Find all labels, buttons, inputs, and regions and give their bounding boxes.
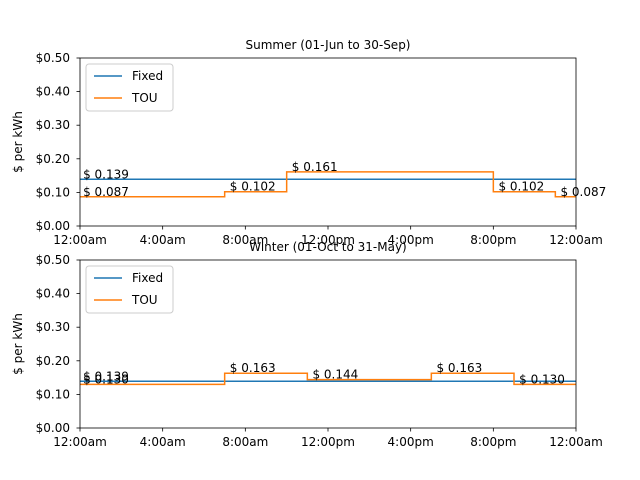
legend-label: TOU	[131, 91, 158, 105]
x-tick-label: 12:00am	[549, 435, 603, 449]
data-label: $ 0.087	[83, 185, 129, 199]
x-tick-label: 12:00pm	[301, 435, 355, 449]
legend: Fixed TOU	[85, 63, 174, 112]
y-tick-label: $0.00	[36, 421, 70, 435]
winter-panel: Winter (01-Oct to 31-May)$ 0.139$ 0.130$…	[11, 240, 603, 449]
data-label: $ 0.144	[312, 368, 358, 382]
data-label: $ 0.139	[83, 167, 129, 181]
chart-title: Winter (01-Oct to 31-May)	[249, 240, 407, 254]
y-tick-label: $0.30	[36, 320, 70, 334]
x-tick-label: 4:00pm	[388, 233, 434, 247]
x-tick-label: 4:00am	[140, 435, 186, 449]
y-tick-label: $0.50	[36, 253, 70, 267]
data-label: $ 0.161	[292, 160, 338, 174]
x-tick-label: 8:00am	[222, 233, 268, 247]
series-line-tou	[80, 372, 576, 386]
y-tick-label: $0.10	[36, 185, 70, 199]
y-tick-label: $0.40	[36, 287, 70, 301]
y-tick-label: $0.30	[36, 118, 70, 132]
series-line-tou	[80, 171, 576, 198]
y-tick-label: $0.40	[36, 85, 70, 99]
x-tick-label: 8:00am	[222, 435, 268, 449]
x-tick-label: 12:00am	[53, 233, 107, 247]
data-label: $ 0.102	[230, 180, 276, 194]
x-tick-label: 4:00pm	[388, 435, 434, 449]
y-tick-label: $0.50	[36, 51, 70, 65]
data-label: $ 0.163	[436, 361, 482, 375]
chart-title: Summer (01-Jun to 30-Sep)	[245, 38, 410, 52]
x-tick-label: 12:00pm	[301, 233, 355, 247]
data-label: $ 0.130	[519, 372, 565, 386]
data-label: $ 0.163	[230, 361, 276, 375]
legend-label: TOU	[131, 293, 158, 307]
legend-label: Fixed	[132, 271, 163, 285]
y-tick-label: $0.10	[36, 387, 70, 401]
y-axis-label: $ per kWh	[11, 111, 25, 173]
legend: Fixed TOU	[85, 265, 174, 314]
y-tick-label: $0.20	[36, 152, 70, 166]
x-tick-label: 12:00am	[549, 233, 603, 247]
x-tick-label: 4:00am	[140, 233, 186, 247]
x-tick-label: 8:00pm	[470, 435, 516, 449]
data-label: $ 0.130	[83, 372, 129, 386]
y-tick-label: $0.20	[36, 354, 70, 368]
data-label: $ 0.087	[560, 185, 606, 199]
x-tick-label: 12:00am	[53, 435, 107, 449]
data-label: $ 0.139	[83, 369, 129, 383]
legend-label: Fixed	[132, 69, 163, 83]
x-tick-label: 8:00pm	[470, 233, 516, 247]
y-axis-label: $ per kWh	[11, 313, 25, 375]
data-label: $ 0.102	[498, 180, 544, 194]
summer-panel: Summer (01-Jun to 30-Sep) $ 0.139 $ 0.087 $…	[11, 38, 606, 247]
y-tick-label: $0.00	[36, 219, 70, 233]
